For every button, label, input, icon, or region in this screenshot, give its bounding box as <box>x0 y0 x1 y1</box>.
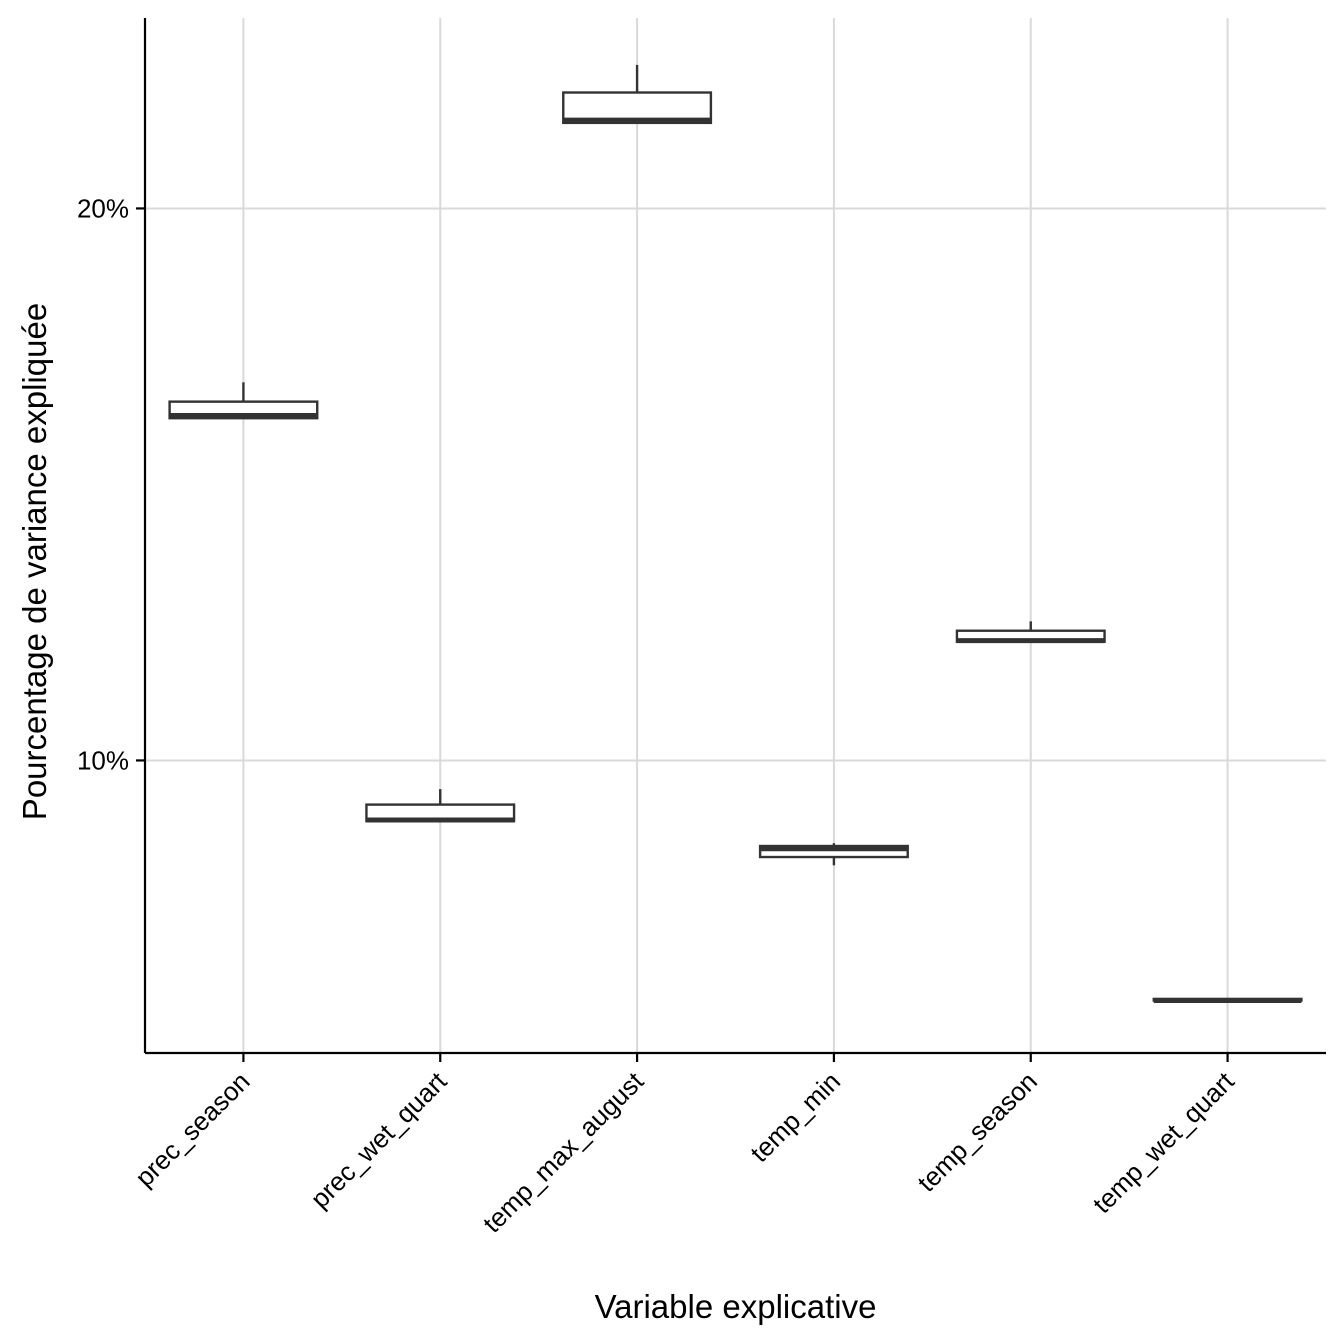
box-temp-max-august <box>562 64 713 125</box>
iqr-box <box>758 844 909 859</box>
x-tick-label-prec-wet-quart: prec_wet_quart <box>305 1065 453 1213</box>
y-axis-title: Pourcentage de variance expliquée <box>16 303 53 820</box>
ticks: 10% 20% prec_season prec_wet_quart temp_max_… <box>77 193 1240 1238</box>
box-prec-season <box>168 382 319 420</box>
axes <box>143 18 1326 1055</box>
x-tick-label-temp-wet-quart: temp_wet_quart <box>1087 1065 1241 1219</box>
x-axis-title: Variable explicative <box>595 1288 877 1325</box>
y-tick-label: 10% <box>77 745 129 775</box>
x-tick-label-temp-season: temp_season <box>911 1066 1043 1198</box>
x-tick-label-temp-max-august: temp_max_august <box>477 1065 650 1238</box>
box-series <box>168 64 1303 1004</box>
x-tick-label-prec-season: prec_season <box>129 1066 255 1192</box>
box-temp-min <box>758 843 909 866</box>
box-temp-season <box>955 621 1106 644</box>
box-temp-wet-quart <box>1152 997 1303 1004</box>
grid-lines <box>145 18 1326 1053</box>
y-tick-label: 20% <box>77 193 129 223</box>
box-prec-wet-quart <box>365 789 516 823</box>
x-tick-label-temp-min: temp_min <box>744 1066 846 1168</box>
